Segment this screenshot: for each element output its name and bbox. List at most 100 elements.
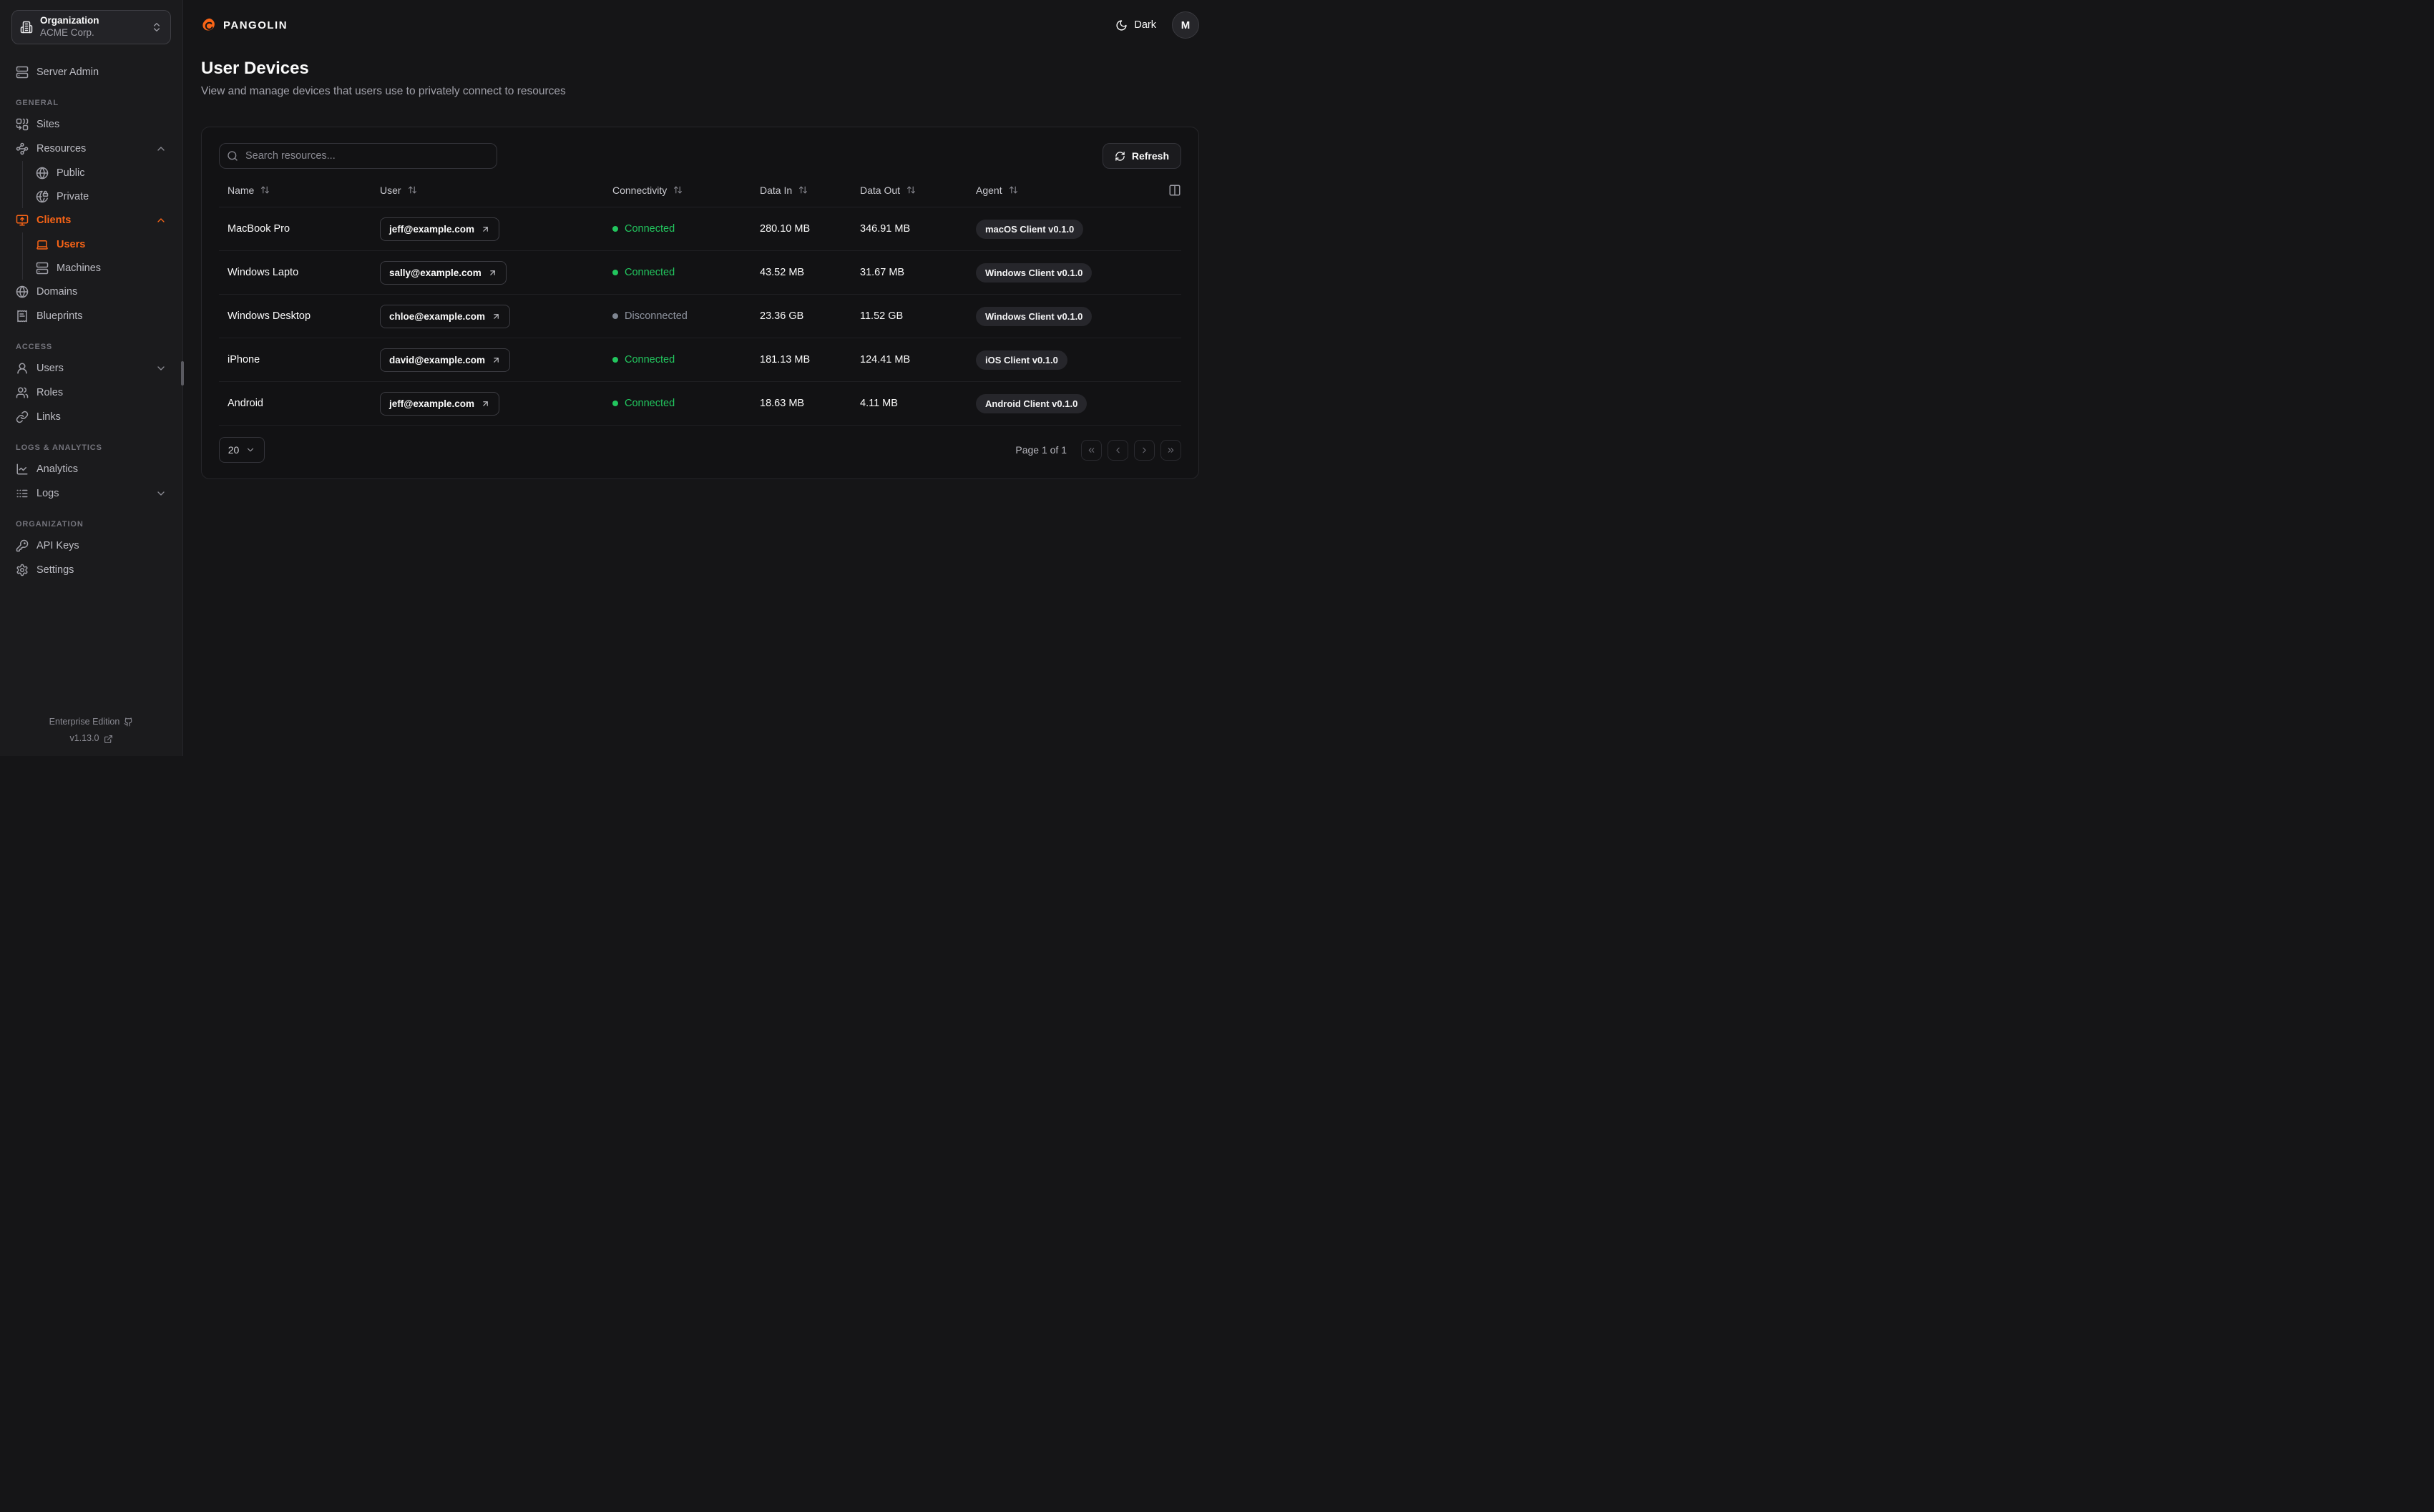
column-header-data-out[interactable]: Data Out (851, 185, 967, 196)
user-link-button[interactable]: jeff@example.com (380, 391, 499, 416)
sidebar-item-machines[interactable]: Machines (31, 256, 171, 280)
first-page-button[interactable] (1081, 439, 1102, 461)
column-header-agent[interactable]: Agent (967, 185, 1153, 196)
avatar-initial: M (1181, 19, 1191, 31)
devices-card: Refresh Name User Connectivity Data In D… (201, 127, 1199, 479)
sidebar-item-roles[interactable]: Roles (11, 381, 171, 405)
user-link-button[interactable]: jeff@example.com (380, 217, 499, 241)
theme-toggle[interactable]: Dark (1115, 19, 1156, 31)
sidebar-item-blueprints[interactable]: Blueprints (11, 304, 171, 328)
external-link-icon (104, 735, 113, 744)
column-header-user[interactable]: User (371, 185, 604, 196)
sidebar-item-api-keys[interactable]: API Keys (11, 534, 171, 558)
last-page-button[interactable] (1160, 439, 1181, 461)
org-selector-value: ACME Corp. (40, 27, 94, 38)
connectivity-status: Connected (604, 267, 751, 278)
arrow-up-right-icon (488, 268, 497, 278)
sidebar-item-server-admin[interactable]: Server Admin (11, 60, 171, 84)
sidebar-item-label: Blueprints (36, 310, 83, 322)
sidebar-item-logs[interactable]: Logs (11, 481, 171, 506)
sidebar-item-public[interactable]: Public (31, 161, 171, 185)
chevron-down-icon (155, 363, 167, 374)
search-input[interactable] (219, 143, 497, 169)
status-dot (612, 401, 618, 406)
refresh-label: Refresh (1131, 150, 1169, 162)
chevron-left-icon (1113, 446, 1123, 455)
column-header-connectivity[interactable]: Connectivity (604, 185, 751, 196)
next-page-button[interactable] (1134, 439, 1155, 461)
agent-badge: Windows Client v0.1.0 (976, 306, 1093, 326)
arrow-up-right-icon (481, 399, 490, 408)
refresh-button[interactable]: Refresh (1102, 143, 1181, 169)
brand-name: PANGOLIN (223, 19, 288, 31)
globe-icon (16, 285, 29, 298)
sidebar-item-users[interactable]: Users (11, 356, 171, 381)
sidebar-item-label: Sites (36, 119, 60, 130)
globe-icon (36, 167, 49, 180)
device-name: MacBook Pro (228, 223, 290, 235)
version-label: v1.13.0 (69, 733, 99, 744)
receipt-icon (16, 310, 29, 323)
users-icon (16, 386, 29, 399)
device-name: Windows Desktop (228, 310, 311, 322)
sidebar-item-label: Clients (36, 215, 72, 226)
column-header-data-in[interactable]: Data In (751, 185, 851, 196)
section-label-general: GENERAL (16, 99, 59, 107)
table-row: Windows Lapto sally@example.com Connecte… (219, 251, 1181, 295)
org-selector[interactable]: Organization ACME Corp. (11, 10, 171, 44)
brand[interactable]: PANGOLIN (201, 18, 288, 33)
user-link-button[interactable]: sally@example.com (380, 260, 507, 285)
prev-page-button[interactable] (1108, 439, 1128, 461)
table-row: iPhone david@example.com Connected 181.1… (219, 338, 1181, 382)
theme-label: Dark (1134, 19, 1156, 31)
user-link-button[interactable]: chloe@example.com (380, 304, 510, 328)
gear-icon (16, 564, 29, 576)
user-link-button[interactable]: david@example.com (380, 348, 510, 372)
section-label-logs-analytics: LOGS & ANALYTICS (16, 443, 102, 452)
edition-label: Enterprise Edition (49, 716, 120, 727)
data-in-value: 18.63 MB (760, 398, 805, 409)
connectivity-status: Disconnected (604, 310, 751, 322)
sidebar-item-private[interactable]: Private (31, 185, 171, 208)
data-out-value: 346.91 MB (860, 223, 911, 235)
sidebar-item-analytics[interactable]: Analytics (11, 457, 171, 481)
sidebar-item-settings[interactable]: Settings (11, 558, 171, 582)
edition-row[interactable]: Enterprise Edition (0, 714, 182, 731)
sort-icon (906, 185, 916, 195)
agent-badge: iOS Client v0.1.0 (976, 350, 1067, 370)
sidebar-item-domains[interactable]: Domains (11, 280, 171, 304)
pagination-controls: Page 1 of 1 (1015, 439, 1181, 461)
sidebar-item-label: Roles (36, 387, 64, 398)
data-out-value: 4.11 MB (860, 398, 898, 409)
table-row: Windows Desktop chloe@example.com Discon… (219, 295, 1181, 338)
status-dot (612, 270, 618, 275)
sidebar-resize-handle[interactable] (181, 361, 184, 386)
sidebar-item-links[interactable]: Links (11, 405, 171, 429)
sidebar-item-clients-users[interactable]: Users (31, 232, 171, 256)
device-name: Android (228, 398, 263, 409)
columns-toggle-icon[interactable] (1168, 184, 1181, 197)
page-indicator: Page 1 of 1 (1015, 444, 1067, 456)
page-size-select[interactable]: 20 (219, 437, 265, 463)
version-row[interactable]: v1.13.0 (0, 730, 182, 747)
table-row: MacBook Pro jeff@example.com Connected 2… (219, 207, 1181, 251)
link-icon (16, 411, 29, 423)
arrow-up-right-icon (492, 355, 501, 365)
sidebar-item-label: API Keys (36, 540, 79, 551)
main-content: PANGOLIN Dark M User Devices View and ma… (183, 0, 1217, 756)
connectivity-status: Connected (604, 354, 751, 365)
monitor-up-icon (16, 214, 29, 227)
table-toolbar: Refresh (219, 143, 1181, 169)
table-header-row: Name User Connectivity Data In Data Out … (219, 173, 1181, 207)
sidebar-item-clients[interactable]: Clients (11, 208, 171, 232)
chevrons-right-icon (1166, 446, 1176, 455)
avatar[interactable]: M (1172, 11, 1199, 39)
column-header-name[interactable]: Name (219, 185, 371, 196)
sidebar-item-resources[interactable]: Resources (11, 137, 171, 161)
status-dot (612, 313, 618, 319)
clients-sub-list: Users Machines (22, 232, 171, 280)
data-in-value: 181.13 MB (760, 354, 811, 365)
search-icon (227, 150, 238, 162)
search-wrap (219, 143, 497, 169)
sidebar-item-sites[interactable]: Sites (11, 112, 171, 137)
